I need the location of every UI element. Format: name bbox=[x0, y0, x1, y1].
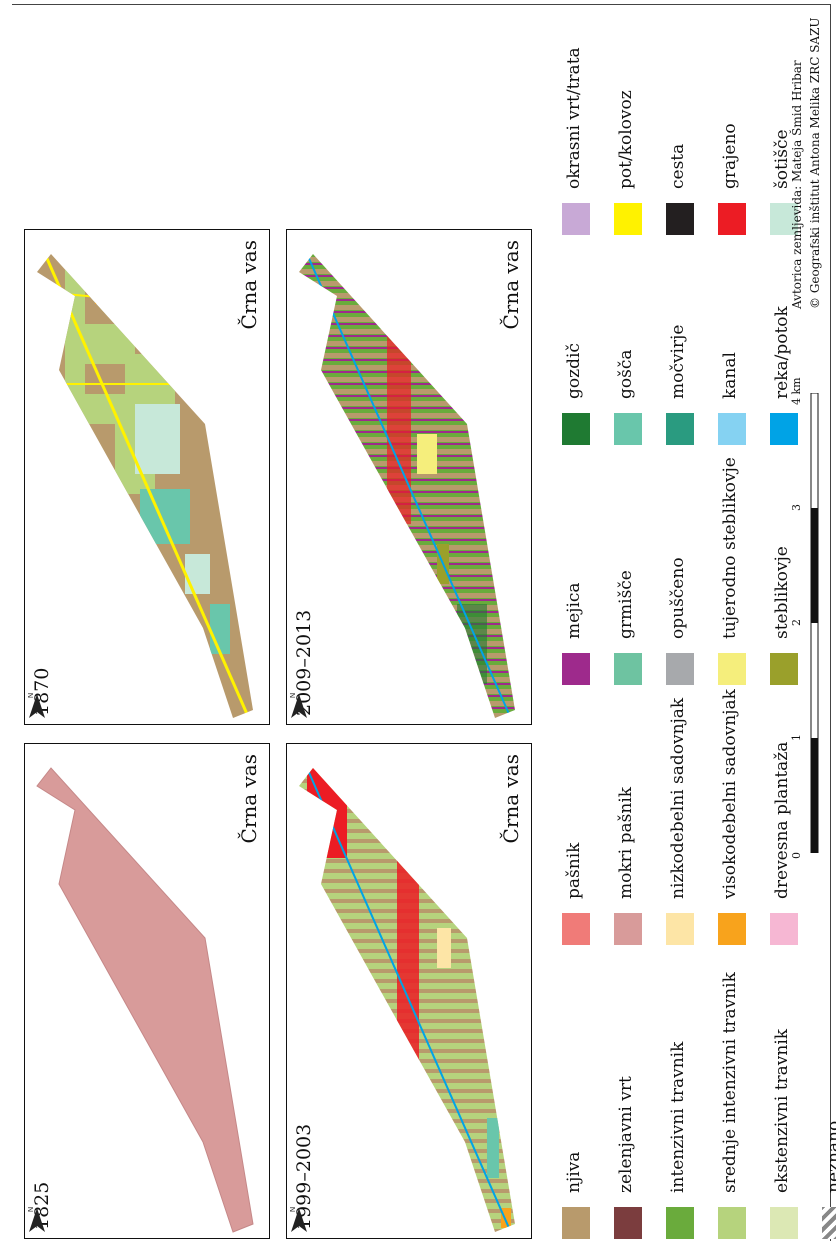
north-arrow-icon: N bbox=[28, 1207, 45, 1232]
legend-swatch bbox=[614, 413, 642, 445]
legend-label: šotišče bbox=[772, 129, 792, 189]
legend-swatch bbox=[666, 913, 694, 945]
legend-swatch bbox=[666, 1207, 694, 1239]
north-arrow-icon: N bbox=[28, 693, 45, 718]
legend-swatch bbox=[666, 413, 694, 445]
legend-label: visokodebelni sadovnjak bbox=[720, 689, 740, 899]
legend-swatch bbox=[718, 203, 746, 235]
legend-swatch bbox=[770, 913, 798, 945]
map-panel-2009-2013: 2009–2013 Črna vas N bbox=[286, 229, 532, 725]
north-arrow-icon: N bbox=[290, 1207, 307, 1232]
legend-swatch bbox=[770, 1207, 798, 1239]
legend-swatch bbox=[770, 413, 798, 445]
map-panel-1999-2003: 1999–2003 Črna vas N bbox=[286, 743, 532, 1239]
legend-swatch bbox=[562, 913, 590, 945]
legend-label: kanal bbox=[720, 352, 740, 399]
svg-text:N: N bbox=[28, 693, 35, 698]
institute-credit: © Geografski inštitut Antona Melika ZRC … bbox=[808, 17, 822, 309]
legend-swatch bbox=[770, 653, 798, 685]
legend-label: pot/kolovoz bbox=[616, 90, 636, 189]
legend-label: zelenjavni vrt bbox=[616, 1076, 636, 1193]
panel-place: Črna vas bbox=[237, 754, 261, 844]
legend-label: drevesna plantaža bbox=[772, 741, 792, 899]
panel-place: Črna vas bbox=[499, 754, 523, 844]
scale-bar-graphic bbox=[810, 393, 819, 853]
map-area-2009-2013 bbox=[299, 254, 515, 718]
scale-tick-3: 3 bbox=[790, 504, 803, 511]
legend-label: grajeno bbox=[720, 123, 740, 189]
svg-text:N: N bbox=[290, 1207, 297, 1212]
legend-label: mejica bbox=[564, 582, 584, 639]
panel-place: Črna vas bbox=[499, 240, 523, 330]
legend-swatch bbox=[666, 203, 694, 235]
legend-label: njiva bbox=[564, 1151, 584, 1193]
map-panel-1870: 1870 Črna vas N bbox=[24, 229, 270, 725]
legend-swatch bbox=[718, 913, 746, 945]
legend-label: reka/potok bbox=[772, 306, 792, 399]
legend-label: ekstenzivni travnik bbox=[772, 1028, 792, 1193]
scale-tick-0: 0 bbox=[790, 852, 803, 859]
legend-label: cesta bbox=[668, 143, 688, 189]
legend-swatch bbox=[718, 413, 746, 445]
svg-text:N: N bbox=[290, 693, 297, 698]
legend-label: grmišče bbox=[616, 570, 636, 639]
legend-swatch bbox=[562, 653, 590, 685]
legend-label: steblikovje bbox=[772, 546, 792, 639]
legend-label: opuščeno bbox=[668, 557, 688, 639]
legend-label: srednje intenzivni travnik bbox=[720, 972, 740, 1193]
legend-swatch bbox=[614, 913, 642, 945]
legend-label: okrasni vrt/trata bbox=[564, 47, 584, 189]
legend-swatch bbox=[718, 1207, 746, 1239]
legend-swatch bbox=[562, 203, 590, 235]
figure-frame bbox=[12, 4, 831, 1241]
legend-swatch bbox=[562, 413, 590, 445]
legend-label: gozdič bbox=[564, 343, 584, 399]
legend-swatch bbox=[822, 1207, 836, 1239]
scale-tick-1: 1 bbox=[790, 734, 803, 741]
legend-label: intenzivni travnik bbox=[668, 1041, 688, 1193]
legend-label: mokri pašnik bbox=[616, 786, 636, 899]
svg-text:N: N bbox=[28, 1207, 35, 1212]
legend-label: nizkodebelni sadovnjak bbox=[668, 697, 688, 899]
north-arrow-icon: N bbox=[290, 693, 307, 718]
map-panel-1825: 1825 Črna vas N bbox=[24, 743, 270, 1239]
legend-label: pašnik bbox=[564, 842, 584, 899]
legend-swatch bbox=[614, 653, 642, 685]
legend-label: tujerodno steblikovje bbox=[720, 457, 740, 639]
scale-tick-4: 4 km bbox=[790, 377, 803, 405]
map-area-1999-2003 bbox=[299, 768, 515, 1232]
legend-label: močvirje bbox=[668, 324, 688, 399]
legend-swatch bbox=[718, 653, 746, 685]
legend-swatch bbox=[614, 1207, 642, 1239]
legend-label: gošča bbox=[616, 349, 636, 400]
legend-swatch bbox=[666, 653, 694, 685]
legend-label: neznano bbox=[824, 1120, 836, 1193]
legend-swatch bbox=[562, 1207, 590, 1239]
map-author-credit: Avtorica zemljevida: Mateja Šmid Hribar bbox=[790, 60, 804, 309]
map-area-1825 bbox=[36, 767, 254, 1233]
panel-place: Črna vas bbox=[237, 240, 261, 330]
legend-swatch bbox=[614, 203, 642, 235]
map-area-1870 bbox=[37, 254, 253, 718]
scale-tick-2: 2 bbox=[790, 619, 803, 626]
